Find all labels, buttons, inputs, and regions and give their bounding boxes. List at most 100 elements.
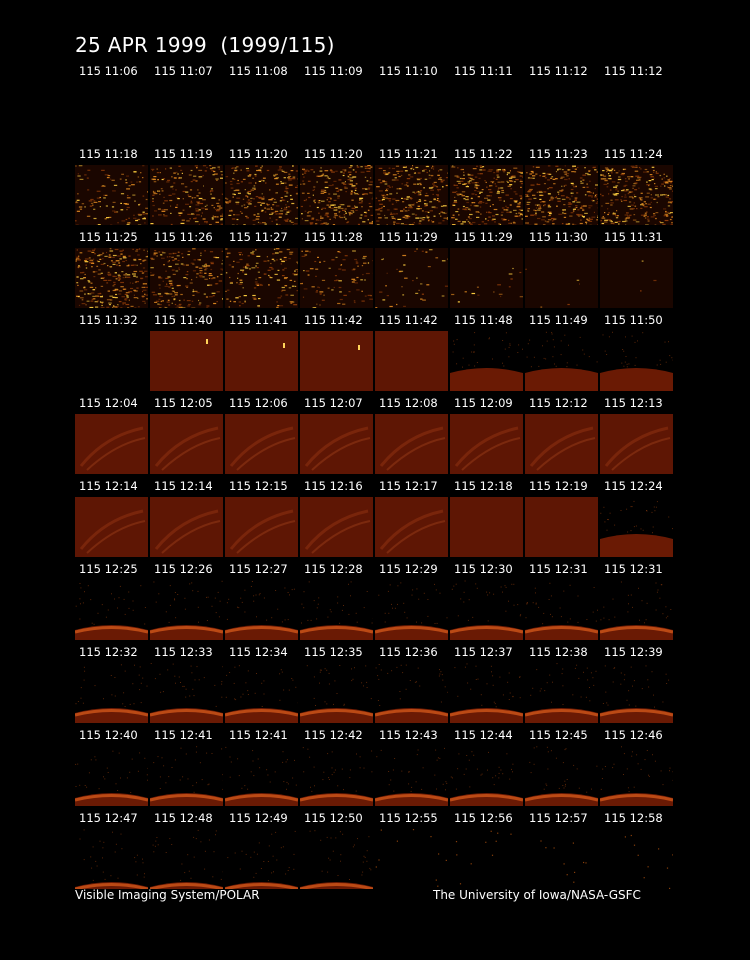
footer-instrument: Visible Imaging System/POLAR [75, 888, 260, 902]
auroral-image [600, 663, 673, 723]
image-cell: 115 12:50 [300, 809, 373, 892]
image-cell: 115 11:20 [225, 145, 298, 228]
image-cell: 115 12:25 [75, 560, 148, 643]
image-cell: 115 12:14 [150, 477, 223, 560]
frame-timestamp: 115 12:39 [604, 645, 663, 659]
frame-timestamp: 115 12:46 [604, 728, 663, 742]
image-cell: 115 11:20 [300, 145, 373, 228]
frame-timestamp: 115 11:10 [379, 64, 438, 78]
image-cell: 115 12:04 [75, 394, 148, 477]
frame-timestamp: 115 11:18 [79, 147, 138, 161]
auroral-image [450, 746, 523, 806]
frame-timestamp: 115 11:28 [304, 230, 363, 244]
frame-timestamp: 115 12:16 [304, 479, 363, 493]
auroral-image [525, 331, 598, 391]
auroral-image [300, 497, 373, 557]
image-row: 115 11:18 115 11:19 115 11:20 115 11:20 115 … [75, 145, 675, 228]
frame-timestamp: 115 12:25 [79, 562, 138, 576]
auroral-image [450, 829, 523, 889]
auroral-image [375, 497, 448, 557]
frame-timestamp: 115 12:15 [229, 479, 288, 493]
frame-timestamp: 115 11:07 [154, 64, 213, 78]
image-cell: 115 12:40 [75, 726, 148, 809]
auroral-image [375, 663, 448, 723]
image-cell: 115 12:05 [150, 394, 223, 477]
frame-timestamp: 115 11:12 [529, 64, 588, 78]
image-row: 115 12:04 115 12:05 115 12:06 115 12:07 115 … [75, 394, 675, 477]
auroral-image [150, 580, 223, 640]
frame-timestamp: 115 12:32 [79, 645, 138, 659]
auroral-image [525, 829, 598, 889]
image-cell: 115 12:08 [375, 394, 448, 477]
auroral-image [225, 497, 298, 557]
frame-timestamp: 115 12:26 [154, 562, 213, 576]
image-cell: 115 12:28 [300, 560, 373, 643]
frame-timestamp: 115 11:29 [379, 230, 438, 244]
auroral-image [600, 829, 673, 889]
image-cell: 115 11:50 [600, 311, 673, 394]
image-cell: 115 11:41 [225, 311, 298, 394]
image-row: 115 12:25 115 12:26 115 12:27 115 12:28 115 … [75, 560, 675, 643]
image-cell: 115 11:26 [150, 228, 223, 311]
frame-timestamp: 115 11:27 [229, 230, 288, 244]
frame-timestamp: 115 12:41 [229, 728, 288, 742]
frame-timestamp: 115 12:58 [604, 811, 663, 825]
frame-timestamp: 115 12:43 [379, 728, 438, 742]
frame-timestamp: 115 12:56 [454, 811, 513, 825]
image-cell: 115 11:29 [450, 228, 523, 311]
page-title: 25 APR 1999 (1999/115) [75, 33, 335, 57]
frame-timestamp: 115 12:05 [154, 396, 213, 410]
frame-timestamp: 115 11:09 [304, 64, 363, 78]
frame-timestamp: 115 12:19 [529, 479, 588, 493]
auroral-image [450, 248, 523, 308]
auroral-image [225, 165, 298, 225]
frame-timestamp: 115 11:41 [229, 313, 288, 327]
image-cell: 115 11:12 [600, 62, 673, 145]
auroral-image [75, 497, 148, 557]
image-cell: 115 12:17 [375, 477, 448, 560]
auroral-image [75, 580, 148, 640]
image-cell: 115 12:30 [450, 560, 523, 643]
auroral-image [375, 746, 448, 806]
image-cell: 115 11:27 [225, 228, 298, 311]
frame-timestamp: 115 12:06 [229, 396, 288, 410]
image-cell: 115 12:39 [600, 643, 673, 726]
image-cell: 115 12:41 [150, 726, 223, 809]
frame-timestamp: 115 12:36 [379, 645, 438, 659]
image-cell: 115 11:23 [525, 145, 598, 228]
frame-timestamp: 115 12:34 [229, 645, 288, 659]
frame-timestamp: 115 11:42 [379, 313, 438, 327]
auroral-image [150, 746, 223, 806]
image-cell: 115 12:06 [225, 394, 298, 477]
auroral-image [600, 331, 673, 391]
frame-timestamp: 115 12:24 [604, 479, 663, 493]
auroral-image [150, 331, 223, 391]
auroral-image [525, 746, 598, 806]
image-cell: 115 12:55 [375, 809, 448, 892]
auroral-image [225, 248, 298, 308]
image-cell: 115 12:31 [525, 560, 598, 643]
image-cell: 115 11:18 [75, 145, 148, 228]
auroral-image [300, 331, 373, 391]
image-cell: 115 11:11 [450, 62, 523, 145]
frame-timestamp: 115 11:49 [529, 313, 588, 327]
footer-institution: The University of Iowa/NASA-GSFC [433, 888, 641, 902]
frame-timestamp: 115 11:31 [604, 230, 663, 244]
image-cell: 115 12:26 [150, 560, 223, 643]
frame-timestamp: 115 11:22 [454, 147, 513, 161]
image-cell: 115 12:46 [600, 726, 673, 809]
image-cell: 115 11:29 [375, 228, 448, 311]
auroral-image [450, 497, 523, 557]
frame-timestamp: 115 11:29 [454, 230, 513, 244]
image-row: 115 11:06 115 11:07 115 11:08 115 11:09 115 … [75, 62, 675, 145]
image-cell: 115 12:56 [450, 809, 523, 892]
frame-timestamp: 115 12:13 [604, 396, 663, 410]
image-cell: 115 11:42 [300, 311, 373, 394]
frame-timestamp: 115 12:12 [529, 396, 588, 410]
auroral-image [75, 165, 148, 225]
auroral-image [450, 331, 523, 391]
image-cell: 115 12:14 [75, 477, 148, 560]
auroral-image [600, 165, 673, 225]
image-cell: 115 12:18 [450, 477, 523, 560]
frame-timestamp: 115 12:44 [454, 728, 513, 742]
